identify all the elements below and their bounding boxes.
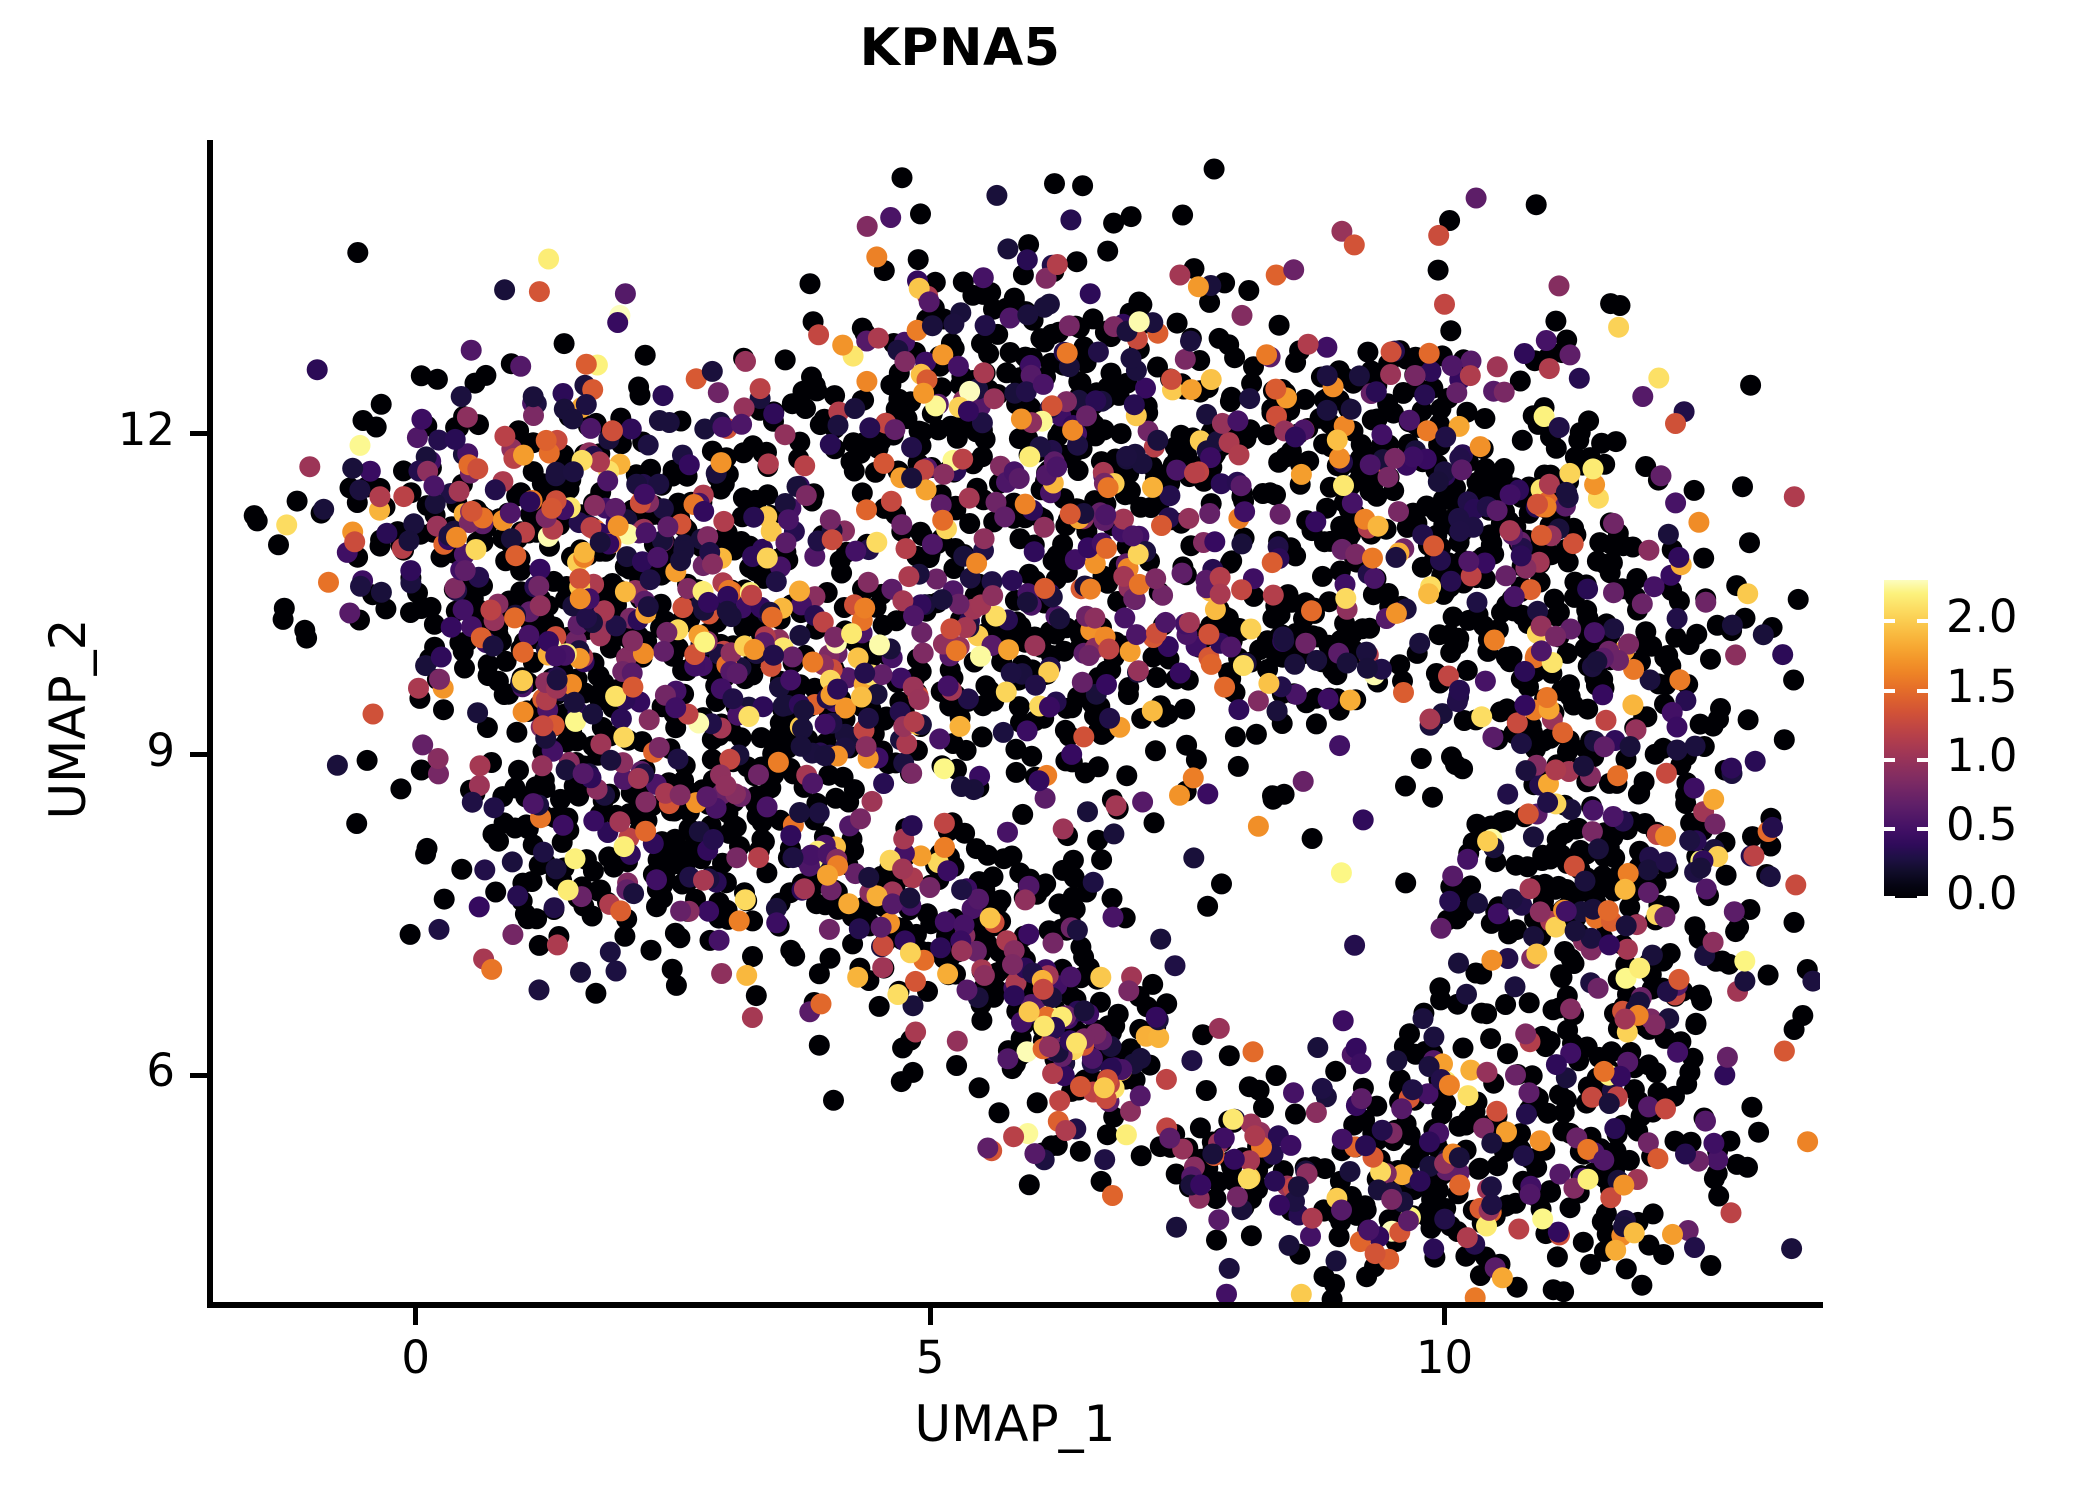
page-title: KPNA5 [859,18,1061,78]
y-tick-mark [190,431,207,437]
y-tick-mark [190,752,207,758]
x-tick-mark [1442,1308,1447,1325]
colorbar-tick-mark [1884,896,1895,900]
colorbar-tick-label: 1.0 [1946,728,2018,782]
colorbar-tick-mark [1917,619,1928,624]
plot-area [210,140,1820,1305]
colorbar-tick-mark [1917,757,1928,762]
colorbar-tick-label: 2.0 [1946,590,2018,644]
colorbar-tick-label: 0.0 [1946,867,2018,920]
x-tick-mark [413,1308,419,1325]
y-tick-label: 6 [146,1044,175,1098]
colorbar-tick-mark [1884,757,1895,762]
colorbar-tick-mark [1884,619,1895,624]
colorbar-tick-mark [1917,896,1928,900]
colorbar-tick-mark [1884,826,1895,831]
colorbar-tick-label: 1.5 [1946,659,2018,713]
colorbar [1884,580,1928,900]
y-tick-label: 9 [146,723,175,777]
colorbar-tick-mark [1884,688,1895,693]
scatter-points-layer [243,158,1820,1305]
y-tick-mark [190,1072,207,1078]
x-tick-label: 0 [401,1331,431,1384]
y-axis-spine [207,140,213,1308]
x-tick-mark [927,1308,933,1325]
x-tick-label: 5 [915,1331,945,1384]
x-tick-label: 10 [1415,1331,1474,1384]
colorbar-tick-mark [1917,826,1928,831]
x-axis-spine [207,1302,1823,1308]
y-axis-label: UMAP_2 [39,618,97,820]
y-tick-label: 12 [117,402,175,456]
colorbar-gradient [1884,580,1928,898]
x-axis-label: UMAP_1 [914,1395,1116,1453]
colorbar-tick-label: 0.5 [1946,797,2018,851]
colorbar-tick-mark [1917,688,1928,693]
